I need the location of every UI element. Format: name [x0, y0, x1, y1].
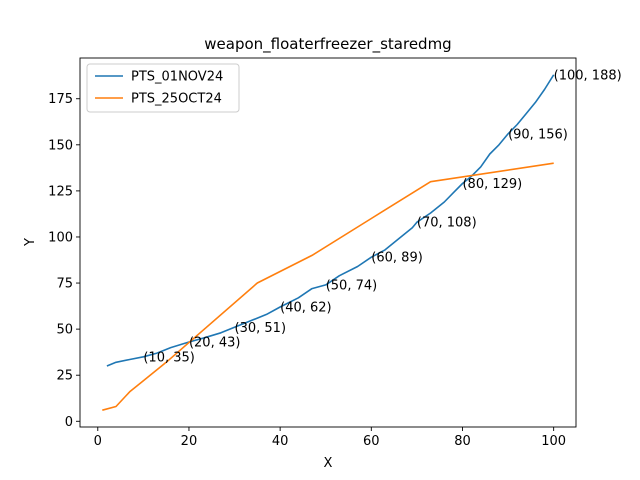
y-axis-label: Y — [23, 238, 38, 247]
series-layer — [102, 74, 555, 411]
x-axis: 0 20 40 60 80 100 — [94, 427, 566, 449]
data-label: (30, 51) — [235, 321, 287, 336]
data-label: (50, 74) — [326, 278, 378, 293]
x-axis-label: X — [324, 456, 333, 471]
data-label: (70, 108) — [417, 216, 477, 231]
y-tick-label: 150 — [48, 138, 73, 153]
annotation-layer: (10, 35)(20, 43)(30, 51) (40, 62) (50, 74)… — [143, 68, 621, 365]
legend: PTS_01NOV24 PTS_25OCT24 — [86, 63, 240, 113]
y-tick-label: 50 — [56, 323, 73, 338]
data-label: (100, 188) — [554, 68, 622, 83]
data-label: (10, 35) — [143, 350, 195, 365]
plot-area — [79, 57, 577, 428]
chart-title: weapon_floaterfreezer_staredmg — [204, 35, 451, 54]
y-tick-label: 100 — [48, 230, 73, 245]
y-tick-label: 0 — [65, 415, 73, 430]
y-tick-label: 25 — [56, 369, 73, 384]
y-tick-label: 75 — [56, 277, 73, 292]
legend-label: PTS_01NOV24 — [131, 70, 223, 85]
x-tick-label: 0 — [94, 434, 102, 449]
legend-label: PTS_25OCT24 — [131, 92, 222, 107]
x-tick-label: 20 — [181, 434, 198, 449]
series-line-1 — [106, 74, 555, 367]
data-label: (40, 62) — [280, 301, 332, 316]
data-label: (60, 89) — [371, 251, 423, 266]
x-tick-label: 100 — [541, 434, 566, 449]
plot-frame — [79, 57, 577, 428]
legend-box — [86, 63, 240, 113]
data-label: (20, 43) — [189, 336, 241, 351]
x-tick-label: 40 — [272, 434, 289, 449]
y-tick-label: 175 — [48, 92, 73, 107]
x-tick-label: 80 — [454, 434, 471, 449]
y-axis: 0 25 50 75 100 125 150 175 — [48, 92, 80, 430]
x-tick-label: 60 — [363, 434, 380, 449]
data-label: (80, 129) — [462, 177, 522, 192]
series-line-2 — [102, 162, 554, 411]
data-label: (90, 156) — [508, 127, 568, 142]
y-tick-label: 125 — [48, 184, 73, 199]
